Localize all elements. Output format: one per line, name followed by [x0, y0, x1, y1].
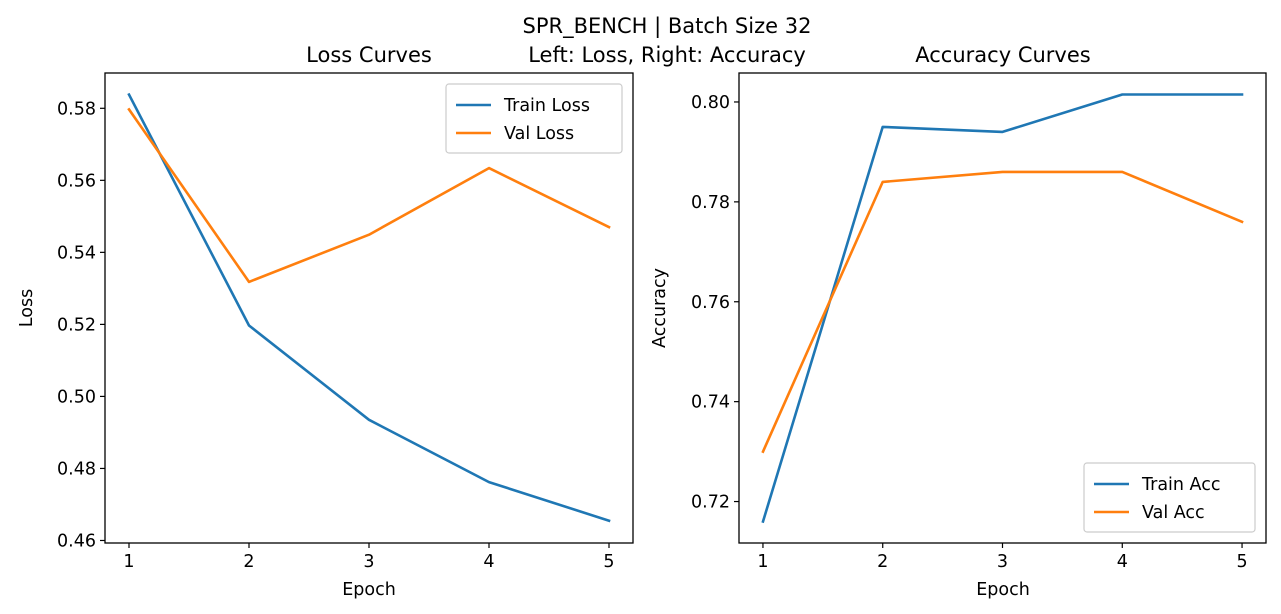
loss-legend-box: [445, 83, 623, 154]
loss-plot-area: 1 2 3 4 5 0.46 0.48 0.50 0.52 0.54 0.56 0.58 Train L…: [57, 72, 634, 572]
loss-legend-label-0: Train Loss: [503, 96, 590, 116]
loss-legend: Train Loss Val Loss: [445, 83, 623, 154]
accuracy-y-tick-label-1: 0.74: [691, 393, 730, 413]
accuracy-x-tick-label-2: 3: [997, 552, 1008, 572]
accuracy-y-tick-label-4: 0.80: [691, 93, 730, 113]
accuracy-y-axis-label: Accuracy: [650, 268, 670, 348]
loss-x-tick-label-2: 3: [363, 552, 374, 572]
loss-y-axis-label: Loss: [17, 289, 37, 327]
accuracy-chart-title: Accuracy Curves: [915, 43, 1090, 67]
loss-y-tick-label-2: 0.50: [57, 387, 96, 407]
accuracy-legend-box: [1083, 462, 1256, 533]
accuracy-legend-label-0: Train Acc: [1141, 475, 1220, 495]
loss-x-axis-label: Epoch: [342, 580, 396, 600]
accuracy-y-tick-label-3: 0.78: [691, 193, 730, 213]
loss-x-tick-label-1: 2: [243, 552, 254, 572]
loss-x-tick-label-0: 1: [123, 552, 134, 572]
accuracy-chart: Accuracy Curves 1 2 3 4 5 0.72 0.74 0.76 0.78 0.8…: [650, 43, 1267, 600]
accuracy-legend-label-1: Val Acc: [1142, 503, 1205, 523]
accuracy-y-tick-label-0: 0.72: [691, 493, 730, 513]
accuracy-x-axis-label: Epoch: [976, 580, 1030, 600]
loss-y-tick-label-5: 0.56: [57, 171, 96, 191]
loss-series-line-0: [127, 92, 611, 523]
accuracy-series-line-0: [761, 93, 1244, 524]
loss-legend-label-1: Val Loss: [504, 124, 574, 144]
accuracy-series-line-1: [761, 170, 1244, 454]
accuracy-x-tick-label-1: 2: [877, 552, 888, 572]
loss-y-tick-label-1: 0.48: [57, 459, 96, 479]
loss-x-tick-label-4: 5: [603, 552, 614, 572]
loss-y-tick-label-0: 0.46: [57, 531, 96, 551]
loss-x-tick-label-3: 4: [483, 552, 494, 572]
loss-chart: Loss Curves 1 2 3 4 5 0.46 0.48 0.50 0.52 0.54 0.5…: [17, 43, 634, 600]
accuracy-x-tick-label-3: 4: [1117, 552, 1128, 572]
loss-y-tick-label-3: 0.52: [57, 315, 96, 335]
figure-suptitle-line1: SPR_BENCH | Batch Size 32: [523, 14, 812, 39]
accuracy-x-tick-label-4: 5: [1236, 552, 1247, 572]
accuracy-legend: Train Acc Val Acc: [1083, 462, 1256, 533]
accuracy-plot-area: 1 2 3 4 5 0.72 0.74 0.76 0.78 0.80 Train Acc Val Ac…: [691, 72, 1267, 572]
loss-chart-title: Loss Curves: [306, 43, 432, 67]
loss-series-line-1: [127, 107, 611, 284]
figure-suptitle-line2: Left: Loss, Right: Accuracy: [528, 43, 806, 67]
accuracy-y-tick-label-2: 0.76: [691, 293, 730, 313]
loss-y-tick-label-4: 0.54: [57, 243, 96, 263]
loss-y-tick-label-6: 0.58: [57, 99, 96, 119]
accuracy-x-tick-label-0: 1: [757, 552, 768, 572]
